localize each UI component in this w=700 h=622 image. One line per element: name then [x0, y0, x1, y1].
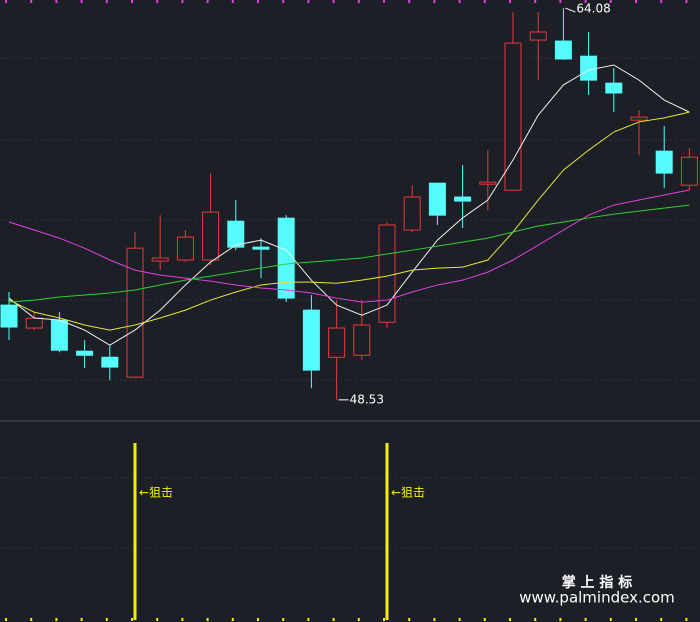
edge-dot	[257, 618, 259, 621]
candle-body	[605, 82, 623, 94]
edge-dot	[509, 0, 511, 3]
edge-dot	[231, 618, 234, 621]
edge-dot	[30, 618, 33, 621]
candle-body	[0, 304, 18, 328]
edge-dot	[584, 618, 587, 621]
edge-dot	[660, 618, 663, 621]
edge-dot	[635, 618, 637, 621]
candle-body	[126, 247, 144, 378]
edge-dot	[5, 618, 7, 621]
edge-dot	[559, 618, 562, 621]
moving-average	[8, 111, 690, 331]
candle-body	[454, 196, 472, 202]
candle-body	[529, 31, 547, 41]
candle-body	[277, 217, 295, 299]
candle-body	[479, 181, 497, 185]
edge-dot	[534, 618, 537, 621]
candle-body	[176, 236, 194, 261]
edge-dot	[332, 618, 335, 621]
candle-body	[378, 224, 396, 323]
edge-dot	[307, 0, 310, 3]
edge-dot	[156, 618, 159, 621]
edge-dot	[282, 618, 285, 621]
edge-dot	[635, 0, 637, 3]
candle-body	[328, 327, 346, 358]
edge-dot	[458, 0, 461, 3]
edge-dot	[55, 0, 58, 3]
moving-average	[8, 204, 690, 303]
candle-body	[227, 220, 245, 248]
edge-dot	[80, 0, 83, 3]
edge-dot	[282, 0, 285, 3]
edge-dot	[5, 0, 7, 3]
edge-dot	[30, 0, 33, 3]
edge-dot	[483, 0, 486, 3]
candle-body	[202, 211, 220, 261]
edge-dot	[383, 0, 385, 3]
candle-body	[580, 55, 598, 81]
signal-label: ←狙击	[391, 486, 425, 500]
edge-dot	[181, 0, 184, 3]
edge-dot	[433, 0, 436, 3]
candle-body	[655, 150, 673, 174]
edge-dot	[181, 618, 184, 621]
signal-bar	[133, 443, 137, 620]
candle-body	[554, 40, 572, 60]
moving-average	[8, 64, 690, 346]
edge-dot	[408, 618, 411, 621]
moving-average	[8, 189, 690, 303]
candle-body	[50, 319, 68, 351]
signal-bar	[385, 443, 389, 620]
edge-dot	[408, 0, 411, 3]
candle-body	[353, 324, 371, 356]
candle-body	[680, 156, 698, 186]
candle-body	[252, 246, 270, 250]
edge-dot	[660, 0, 663, 3]
candle-body	[76, 350, 94, 356]
edge-dot	[685, 0, 688, 3]
edge-dot	[534, 0, 537, 3]
edge-dot	[206, 618, 209, 621]
signal-label: ←狙击	[139, 486, 173, 500]
edge-dot	[584, 0, 587, 3]
edge-dot	[131, 618, 133, 621]
candle-body	[25, 317, 43, 329]
annotation-label: 48.53	[350, 392, 384, 406]
edge-dot	[433, 618, 436, 621]
candle-body	[101, 356, 119, 368]
edge-dot	[509, 618, 511, 621]
edge-dot	[105, 618, 108, 621]
edge-dot	[483, 618, 486, 621]
candle-body	[630, 116, 648, 121]
edge-dot	[357, 0, 360, 3]
edge-dot	[55, 618, 58, 621]
annotation-arrow	[565, 7, 576, 13]
annotation-label: 64.08	[576, 2, 610, 16]
edge-dot	[458, 618, 461, 621]
candle-body	[302, 309, 320, 371]
edge-dot	[131, 0, 133, 3]
candle-body	[403, 196, 421, 231]
edge-dot	[105, 0, 108, 3]
edge-dot	[332, 0, 335, 3]
edge-dot	[257, 0, 259, 3]
edge-dot	[231, 0, 234, 3]
edge-dot	[383, 618, 385, 621]
candle-body	[151, 257, 169, 262]
edge-dot	[609, 618, 612, 621]
watermark-url: www.palmindex.com	[519, 589, 675, 607]
edge-dot	[609, 0, 612, 3]
edge-dot	[80, 618, 83, 621]
edge-dot	[685, 618, 688, 621]
edge-dot	[357, 618, 360, 621]
edge-dot	[307, 618, 310, 621]
candle-body	[428, 182, 446, 216]
edge-dot	[559, 0, 562, 3]
watermark-title: 掌 上 指 标	[562, 574, 633, 591]
edge-dot	[156, 0, 159, 3]
edge-dot	[206, 0, 209, 3]
